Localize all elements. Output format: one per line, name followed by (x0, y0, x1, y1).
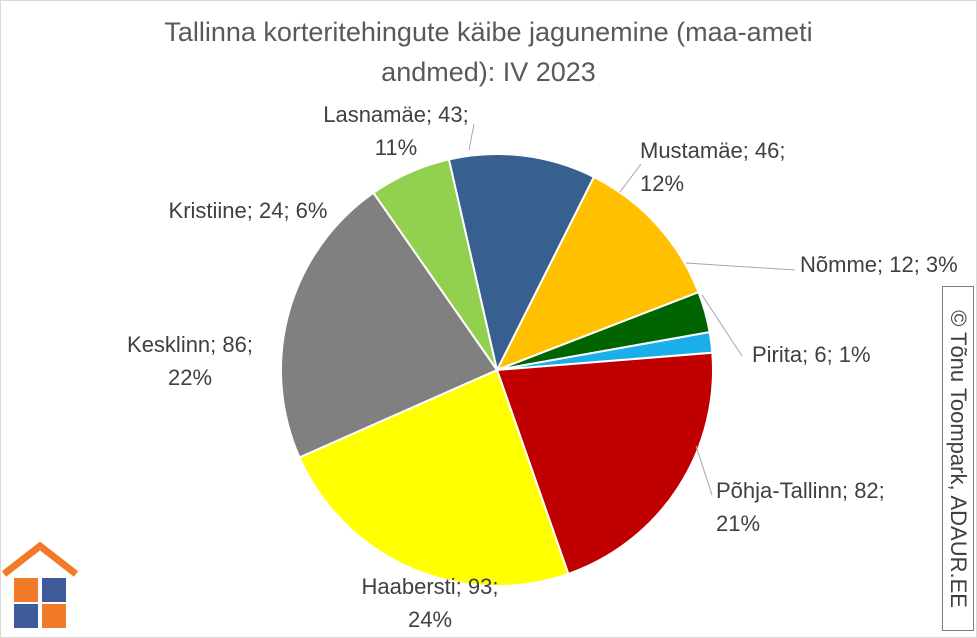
logo-tile-2 (42, 578, 66, 602)
logo-tile-4 (42, 604, 66, 628)
data-label-line: Kristiine; 24; 6% (169, 198, 328, 223)
data-label-line: 12% (640, 171, 684, 196)
copyright-owner: Tõnu Toompark, ADAUR.EE (946, 331, 971, 608)
copyright-box: © Tõnu Toompark, ADAUR.EE (942, 286, 974, 631)
pie-slices (280, 153, 714, 587)
leader-line (701, 294, 743, 357)
data-label: Põhja-Tallinn; 82; 21% (716, 478, 885, 536)
chart-title: Tallinna korteritehingute käibe jagunemi… (60, 12, 917, 92)
data-labels: Mustamäe; 46; 12% Nõmme; 12; 3% Pirita; 6; … (127, 102, 958, 632)
data-label: Kesklinn; 86; 22% (127, 332, 253, 390)
chart-title-line-2: andmed): IV 2023 (381, 57, 596, 87)
data-label: Nõmme; 12; 3% (800, 252, 958, 277)
data-label-line: Haabersti; 93; (362, 574, 499, 599)
copyright-icon: © (946, 309, 971, 326)
data-label-line: 11% (375, 135, 417, 160)
leader-line (695, 445, 713, 496)
leader-line (619, 163, 642, 193)
data-label-line: 24% (408, 607, 452, 632)
pie-slice-haabersti (298, 368, 570, 587)
logo-tile-3 (14, 604, 38, 628)
data-label-line: Kesklinn; 86; (127, 332, 253, 357)
leader-line (685, 262, 796, 271)
logo-tile-1 (14, 578, 38, 602)
data-label: Pirita; 6; 1% (752, 342, 871, 367)
data-label: Lasnamäe; 43; 11% (323, 102, 469, 160)
data-label: Haabersti; 93; 24% (362, 574, 499, 632)
puzzle-house-logo (1, 541, 79, 628)
leader-line (468, 123, 475, 151)
data-label-line: Lasnamäe; 43; (323, 102, 469, 127)
data-label-line: Pirita; 6; 1% (752, 342, 871, 367)
data-label: Mustamäe; 46; 12% (640, 138, 786, 196)
data-label-line: 21% (716, 511, 760, 536)
pie-slice-kesklinn (280, 191, 499, 459)
chart-title-line-1: Tallinna korteritehingute käibe jagunemi… (164, 17, 813, 47)
data-label-line: Nõmme; 12; 3% (800, 252, 958, 277)
data-label-line: Põhja-Tallinn; 82; (716, 478, 885, 503)
data-label-line: Mustamäe; 46; (640, 138, 786, 163)
data-label: Kristiine; 24; 6% (169, 198, 328, 223)
leader-lines (468, 123, 796, 496)
pie-slice-lasnam-e (447, 153, 596, 373)
pie-slice-mustam-e (494, 175, 700, 372)
pie-slice-p-hja-tallinn (495, 351, 714, 576)
data-label-line: 22% (168, 365, 212, 390)
logo-roof (1, 541, 79, 577)
copyright-text: © Tõnu Toompark, ADAUR.EE (945, 310, 971, 608)
